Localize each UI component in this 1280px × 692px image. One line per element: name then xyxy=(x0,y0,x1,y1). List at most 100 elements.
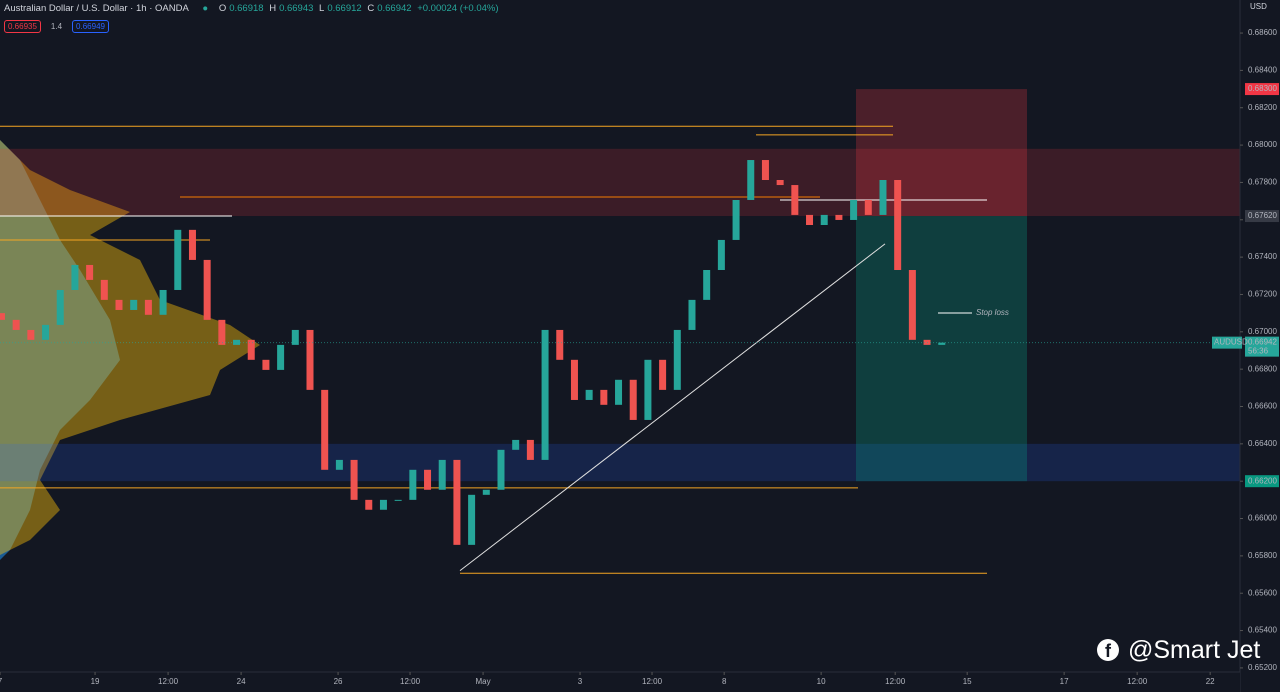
x-tick-label: 8 xyxy=(722,677,727,686)
candle xyxy=(306,329,314,390)
candle xyxy=(512,439,520,450)
candle xyxy=(761,160,769,181)
candle xyxy=(203,259,211,320)
candle xyxy=(806,214,814,226)
y-tick-label: 0.68000 xyxy=(1248,140,1277,149)
time-axis xyxy=(0,672,1240,692)
y-tick-label: 0.65400 xyxy=(1248,626,1277,635)
c-label: C xyxy=(367,3,375,14)
candle xyxy=(159,289,167,315)
x-tick-label: 3 xyxy=(578,677,583,686)
candle xyxy=(703,270,711,300)
candle xyxy=(71,264,79,290)
candle xyxy=(732,199,740,240)
y-tick-label: 0.67400 xyxy=(1248,252,1277,261)
o-value: 0.66918 xyxy=(229,3,264,14)
candle xyxy=(864,199,872,215)
candle xyxy=(27,329,35,340)
currency[interactable]: USD xyxy=(1250,2,1267,11)
candle xyxy=(673,329,681,390)
price-label-bg xyxy=(1245,210,1279,223)
volume-profile-blue xyxy=(0,140,120,560)
candle xyxy=(526,439,534,460)
candle xyxy=(615,379,623,405)
watermark: @Smart Jet xyxy=(1128,636,1261,664)
l-value: 0.66912 xyxy=(327,3,362,14)
candle xyxy=(188,229,196,260)
h-value: 0.66943 xyxy=(279,3,314,14)
candle xyxy=(335,459,343,470)
o-label: O xyxy=(218,3,227,14)
candle xyxy=(879,180,887,215)
candle xyxy=(776,180,784,186)
candle xyxy=(42,324,50,340)
symbol-tag: AUDUSD xyxy=(1214,338,1248,347)
candle xyxy=(747,160,755,200)
h-label: H xyxy=(269,3,277,14)
candle xyxy=(56,289,64,325)
sell-button[interactable]: 0.66935 xyxy=(4,20,41,33)
candle xyxy=(835,214,843,220)
candle xyxy=(218,319,226,345)
x-tick-label: 24 xyxy=(237,677,246,686)
candle xyxy=(321,389,329,470)
x-tick-label: 12:00 xyxy=(400,677,421,686)
candle xyxy=(247,339,255,360)
y-tick-label: 0.68600 xyxy=(1248,28,1277,37)
candle xyxy=(820,214,828,226)
y-tick-label: 0.68200 xyxy=(1248,103,1277,112)
price-label-bg xyxy=(1245,83,1279,96)
candle xyxy=(365,499,373,510)
candle xyxy=(453,459,461,545)
candle xyxy=(115,299,123,310)
candle xyxy=(894,180,902,271)
candle xyxy=(277,344,285,370)
x-tick-label: 15 xyxy=(963,677,972,686)
candle xyxy=(12,319,20,330)
candle xyxy=(908,270,916,340)
x-tick-label: 12:00 xyxy=(642,677,663,686)
header: Australian Dollar / U.S. Dollar · 1h · O… xyxy=(4,3,499,14)
volume-profile-gold xyxy=(0,140,260,555)
annotation: Stop loss xyxy=(976,308,1009,317)
candle xyxy=(468,494,476,545)
candle xyxy=(394,499,402,501)
buy-button[interactable]: 0.66949 xyxy=(72,20,109,33)
candle xyxy=(438,459,446,490)
candle xyxy=(570,359,578,400)
x-tick-label: 12:00 xyxy=(158,677,179,686)
x-tick-label: 10 xyxy=(817,677,826,686)
y-tick-label: 0.66000 xyxy=(1248,514,1277,523)
l-label: L xyxy=(319,3,325,14)
x-tick-label: 26 xyxy=(334,677,343,686)
price-label: 0.68300 xyxy=(1248,84,1277,93)
last-price: 0.66942 xyxy=(1248,338,1277,347)
trade-buttons: 0.66935 1.4 0.66949 xyxy=(4,20,109,33)
candle xyxy=(174,229,182,290)
candle xyxy=(556,329,564,360)
x-tick-label: 19 xyxy=(91,677,100,686)
x-tick-label: 12:00 xyxy=(1127,677,1148,686)
candle xyxy=(233,339,241,345)
candle xyxy=(497,449,505,490)
y-tick-label: 0.68400 xyxy=(1248,66,1277,75)
candle xyxy=(144,299,152,315)
y-tick-label: 0.67200 xyxy=(1248,290,1277,299)
trend-line xyxy=(459,243,886,572)
x-tick-label: 22 xyxy=(1206,677,1215,686)
candle xyxy=(600,389,608,405)
candle xyxy=(130,299,138,310)
symbol[interactable]: Australian Dollar / U.S. Dollar · 1h · O… xyxy=(4,3,189,14)
candle xyxy=(659,359,667,390)
candle xyxy=(717,239,725,271)
candle xyxy=(409,469,417,500)
candle xyxy=(938,342,946,345)
target-zone xyxy=(856,216,1027,482)
y-tick-label: 0.66400 xyxy=(1248,439,1277,448)
candle xyxy=(585,389,593,400)
candle xyxy=(629,379,637,420)
candle xyxy=(482,489,490,495)
countdown: 56:36 xyxy=(1248,347,1269,356)
